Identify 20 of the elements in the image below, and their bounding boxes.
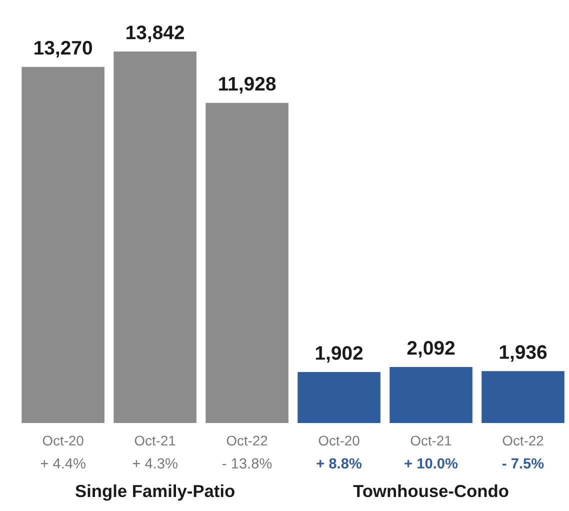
x-tick-label: Oct-20 + 4.4%	[40, 436, 86, 469]
text: Single Family-Patio	[75, 484, 234, 501]
data-label: 1,936	[500, 345, 547, 362]
data-label: 2,092	[407, 340, 455, 358]
bar	[206, 102, 288, 424]
bar	[22, 66, 104, 424]
data-label: 13,270	[34, 40, 92, 58]
text: Townhouse-Condo	[353, 484, 508, 498]
data-label: 13,842	[126, 26, 184, 42]
x-tick-label: Oct-22 - 13.8%	[222, 436, 272, 469]
bar	[390, 366, 472, 424]
x-tick-label: Oct-21 + 4.3%	[132, 436, 178, 469]
bar	[482, 371, 564, 424]
data-label: 11,928	[219, 76, 276, 94]
x-tick-label: Oct-20 + 8.8%	[316, 436, 362, 469]
bar	[114, 51, 196, 424]
data-label: 1,902	[316, 346, 363, 363]
x-tick-label: Oct-22 - 7.5%	[502, 436, 544, 469]
bar	[298, 372, 380, 424]
x-tick-label: Oct-21 + 10.0%	[404, 436, 458, 469]
